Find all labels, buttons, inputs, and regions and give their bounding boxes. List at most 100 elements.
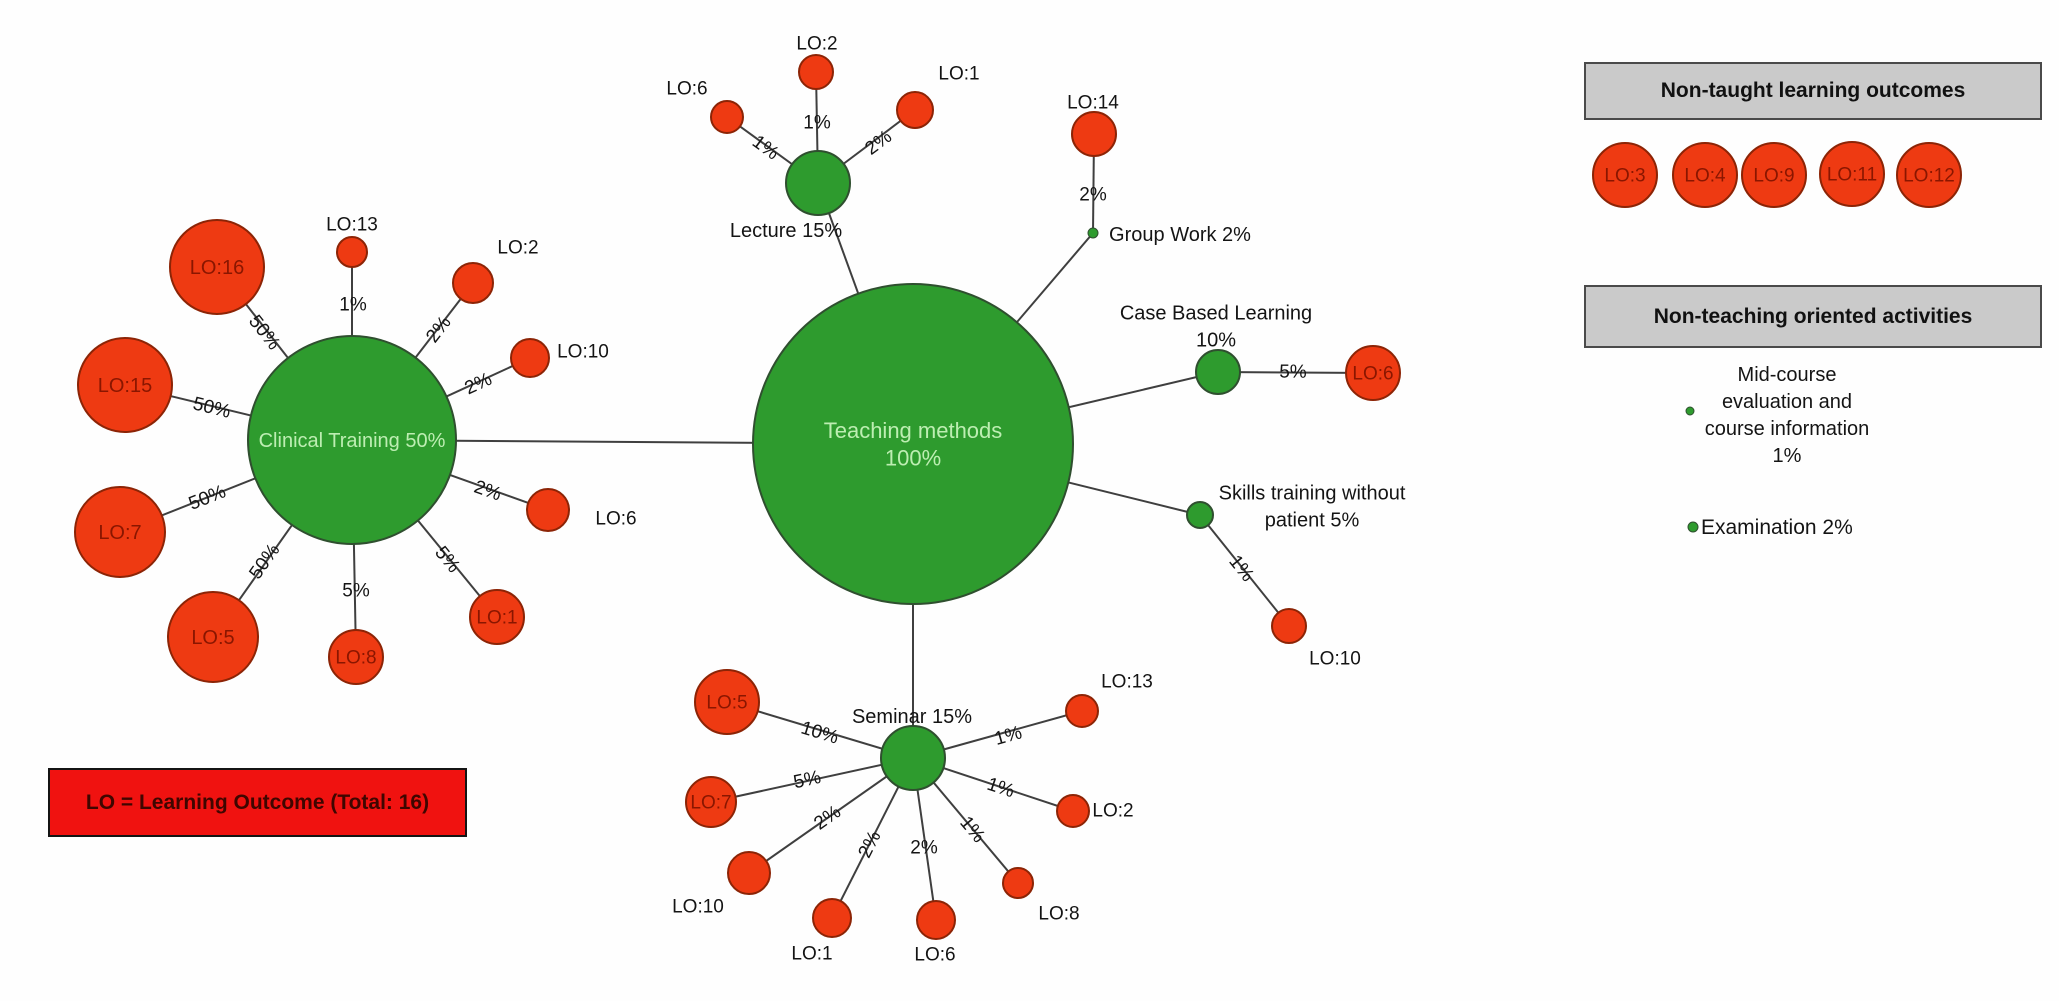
edge-label-lecture--lc-lo2: 1% xyxy=(803,113,831,134)
midcourse-activity-label: Mid-course evaluation and course informa… xyxy=(1687,362,1887,470)
lo-legend-text: LO = Learning Outcome (Total: 16) xyxy=(85,790,430,814)
node-nt-lo3 xyxy=(1592,142,1658,208)
node-midcourse-dot xyxy=(1685,406,1695,416)
node-label-nt-lo11: LO:11 xyxy=(1827,165,1877,186)
non-taught-panel-title: Non-taught learning outcomes xyxy=(1660,79,1966,102)
midcourse-line-2: evaluation and xyxy=(1721,391,1853,413)
node-examination-dot xyxy=(1687,521,1699,533)
node-ct-lo10 xyxy=(510,338,550,378)
node-label-ct-lo1: LO:1 xyxy=(476,608,517,629)
node-nt-lo4 xyxy=(1672,142,1738,208)
non-teaching-panel-title: Non-teaching oriented activities xyxy=(1653,304,1973,328)
node-ext-label-sm-lo10: LO:10 xyxy=(672,897,724,918)
node-nt-lo11 xyxy=(1819,141,1885,207)
edge-seminar--sm-lo7 xyxy=(710,757,914,803)
node-label-ct-lo8: LO:8 xyxy=(335,648,376,669)
edge-label-seminar--sm-lo7: 5% xyxy=(792,767,823,793)
node-ext-label-skills-training: patient 5% xyxy=(1265,510,1360,532)
node-ext-label-sm-lo2: LO:2 xyxy=(1092,801,1133,822)
node-ext-label-sm-lo1: LO:1 xyxy=(791,944,832,965)
node-label-cbl-lo6: LO:6 xyxy=(1352,364,1393,385)
node-nt-lo12 xyxy=(1896,142,1962,208)
node-label-nt-lo12: LO:12 xyxy=(1903,166,1955,187)
node-label-teaching-methods: Teaching methods xyxy=(824,418,1003,443)
edge-label-lecture--lc-lo1: 2% xyxy=(861,126,896,159)
edge-label-seminar--sm-lo10: 2% xyxy=(810,801,845,834)
node-sm-lo10 xyxy=(727,851,771,895)
edge-label-clinical-training--ct-lo16: 50% xyxy=(244,311,284,354)
edge-label-clinical-training--ct-lo10: 2% xyxy=(462,369,496,400)
edge-label-case-based-learning--cbl-lo6: 5% xyxy=(1279,362,1307,383)
node-nt-lo9 xyxy=(1741,142,1807,208)
midcourse-line-3: course information xyxy=(1704,418,1870,440)
node-teaching-methods xyxy=(752,283,1074,605)
node-label-nt-lo3: LO:3 xyxy=(1604,166,1645,187)
node-clinical-training xyxy=(247,335,457,545)
node-skills-training xyxy=(1186,501,1214,529)
edge-label-seminar--sm-lo1: 2% xyxy=(854,827,885,861)
edge-label-clinical-training--ct-lo7: 50% xyxy=(186,481,229,515)
node-ext-label-lc-lo1: LO:1 xyxy=(938,64,979,85)
node-cbl-lo6 xyxy=(1345,345,1401,401)
node-ct-lo13 xyxy=(336,236,368,268)
node-sm-lo1 xyxy=(812,898,852,938)
node-label-clinical-training: Clinical Training 50% xyxy=(259,430,446,452)
midcourse-line-1: Mid-course xyxy=(1737,364,1837,386)
node-label-ct-lo16: LO:16 xyxy=(190,257,244,279)
node-ct-lo6 xyxy=(526,488,570,532)
edge-label-seminar--sm-lo5: 10% xyxy=(798,718,841,749)
node-sm-lo7 xyxy=(685,776,737,828)
node-ext-label-case-based-learning: Case Based Learning xyxy=(1120,303,1312,325)
edge-label-seminar--sm-lo6: 2% xyxy=(910,838,938,859)
node-label-sm-lo7: LO:7 xyxy=(690,793,731,814)
node-seminar xyxy=(880,725,946,791)
node-label-ct-lo5: LO:5 xyxy=(191,627,234,649)
node-label-ct-lo15: LO:15 xyxy=(98,375,152,397)
node-group-work xyxy=(1087,227,1099,239)
node-label-nt-lo9: LO:9 xyxy=(1753,166,1794,187)
node-label-nt-lo4: LO:4 xyxy=(1684,166,1726,187)
node-ext-label-sm-lo13: LO:13 xyxy=(1101,672,1153,693)
node-ext-label-ct-lo6: LO:6 xyxy=(595,509,636,530)
node-ct-lo2 xyxy=(452,262,494,304)
node-sm-lo8 xyxy=(1002,867,1034,899)
non-teaching-panel-header: Non-teaching oriented activities xyxy=(1584,285,2042,348)
edge-label-clinical-training--ct-lo6: 2% xyxy=(471,477,504,506)
node-ext-label-skills-training: Skills training without xyxy=(1219,483,1406,505)
node-ext-label-lc-lo6: LO:6 xyxy=(666,79,707,100)
node-sm-lo6 xyxy=(916,900,956,940)
node-ct-lo15 xyxy=(77,337,173,433)
node-lc-lo6 xyxy=(710,100,744,134)
node-ext-label-case-based-learning: 10% xyxy=(1196,330,1236,352)
edge-label-clinical-training--ct-lo8: 5% xyxy=(342,581,370,602)
node-sm-lo2 xyxy=(1056,794,1090,828)
node-ext-label-sm-lo6: LO:6 xyxy=(914,945,955,966)
edge-label-clinical-training--ct-lo13: 1% xyxy=(339,295,367,316)
node-ct-lo8 xyxy=(328,629,384,685)
node-st-lo10 xyxy=(1271,608,1307,644)
node-ext-label-lc-lo2: LO:2 xyxy=(796,34,837,55)
edge-label-clinical-training--ct-lo15: 50% xyxy=(191,393,233,422)
edge-seminar--sm-lo10 xyxy=(748,757,914,874)
node-ext-label-ct-lo13: LO:13 xyxy=(326,215,378,236)
node-ext-label-ct-lo2: LO:2 xyxy=(497,238,538,259)
node-lc-lo1 xyxy=(896,91,934,129)
node-ext-label-st-lo10: LO:10 xyxy=(1309,649,1361,670)
node-ext-label-gw-lo14: LO:14 xyxy=(1067,93,1119,114)
node-ext-label-lecture: Lecture 15% xyxy=(730,220,843,242)
node-ext-label-ct-lo10: LO:10 xyxy=(557,342,609,363)
node-lc-lo2 xyxy=(798,54,834,90)
non-taught-panel-header: Non-taught learning outcomes xyxy=(1584,62,2042,120)
node-ext-label-group-work: Group Work 2% xyxy=(1109,224,1251,246)
lo-legend-box: LO = Learning Outcome (Total: 16) xyxy=(48,768,467,837)
edge-skills-training--st-lo10 xyxy=(1199,514,1290,627)
node-ct-lo7 xyxy=(74,486,166,578)
edge-label-seminar--sm-lo2: 1% xyxy=(984,774,1017,803)
edge-label-clinical-training--ct-lo5: 50% xyxy=(245,540,284,583)
node-sm-lo13 xyxy=(1065,694,1099,728)
node-label-ct-lo7: LO:7 xyxy=(98,522,141,544)
midcourse-line-4: 1% xyxy=(1772,445,1802,467)
edge-label-group-work--gw-lo14: 2% xyxy=(1079,185,1107,206)
node-ext-label-sm-lo8: LO:8 xyxy=(1038,904,1079,925)
